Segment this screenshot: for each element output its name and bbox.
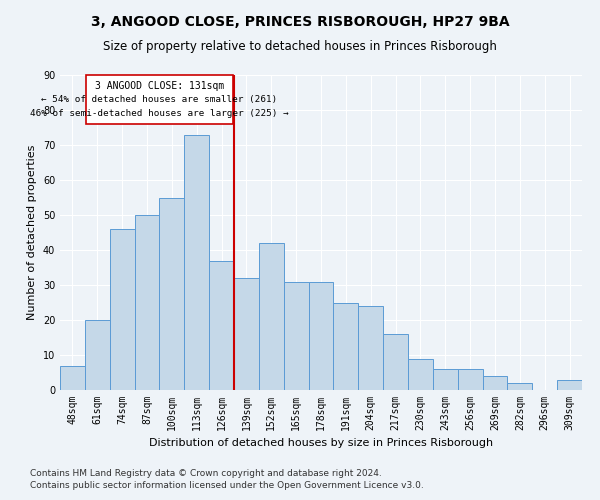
Text: 3, ANGOOD CLOSE, PRINCES RISBOROUGH, HP27 9BA: 3, ANGOOD CLOSE, PRINCES RISBOROUGH, HP2… (91, 15, 509, 29)
Bar (234, 278, 259, 390)
Text: Contains public sector information licensed under the Open Government Licence v3: Contains public sector information licen… (30, 481, 424, 490)
Text: 3 ANGOOD CLOSE: 131sqm: 3 ANGOOD CLOSE: 131sqm (95, 81, 224, 91)
Bar (433, 369, 458, 390)
X-axis label: Distribution of detached houses by size in Princes Risborough: Distribution of detached houses by size … (149, 438, 493, 448)
Bar (508, 383, 532, 390)
Bar (383, 334, 408, 390)
Bar (284, 282, 308, 390)
Bar (134, 215, 160, 390)
Bar (557, 380, 582, 390)
Bar (482, 376, 508, 390)
Bar (110, 229, 134, 390)
Y-axis label: Number of detached properties: Number of detached properties (27, 145, 37, 320)
Bar (308, 282, 334, 390)
Text: Contains HM Land Registry data © Crown copyright and database right 2024.: Contains HM Land Registry data © Crown c… (30, 468, 382, 477)
Text: ← 54% of detached houses are smaller (261): ← 54% of detached houses are smaller (26… (41, 95, 278, 104)
Bar (160, 198, 184, 390)
Bar (60, 366, 85, 390)
Bar (184, 134, 209, 390)
Bar (408, 358, 433, 390)
Bar (334, 302, 358, 390)
Bar (85, 320, 110, 390)
Bar (458, 369, 482, 390)
Bar (209, 260, 234, 390)
Text: 46% of semi-detached houses are larger (225) →: 46% of semi-detached houses are larger (… (30, 108, 289, 118)
Bar (259, 243, 284, 390)
Bar (358, 306, 383, 390)
FancyBboxPatch shape (86, 75, 233, 124)
Text: Size of property relative to detached houses in Princes Risborough: Size of property relative to detached ho… (103, 40, 497, 53)
